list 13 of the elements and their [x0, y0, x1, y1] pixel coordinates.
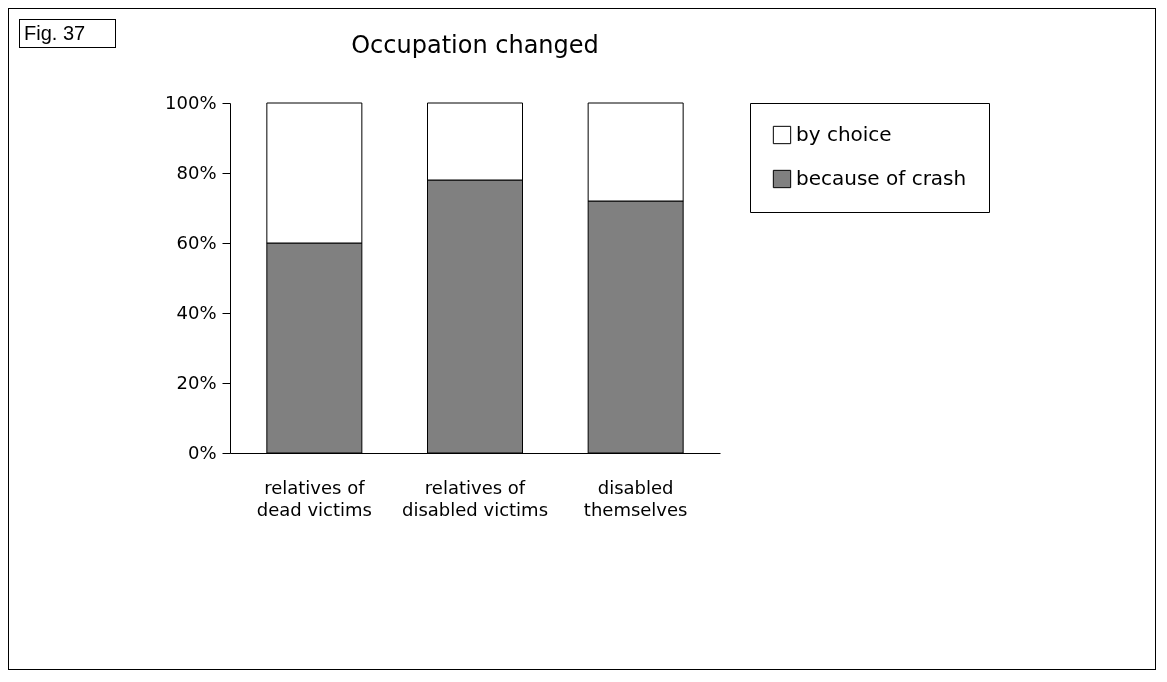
- legend-label: by choice: [796, 122, 892, 146]
- y-tick-label: 100%: [165, 91, 217, 113]
- y-tick-label: 0%: [187, 441, 217, 463]
- caption: Fig. 37: [19, 19, 117, 48]
- y-tick-label: 60%: [176, 231, 217, 253]
- legend-label: because of crash: [796, 166, 967, 190]
- x-tick-label: relatives of disabled victims: [401, 476, 549, 520]
- y-tick-label: 40%: [176, 301, 217, 323]
- x-tick-label: relatives of dead victims: [256, 476, 372, 520]
- y-tick-label: 80%: [176, 161, 217, 183]
- x-tick-label: disabled themselves: [583, 476, 688, 520]
- y-tick-label: 20%: [176, 371, 217, 393]
- chart-title: Occupation changed: [351, 31, 599, 59]
